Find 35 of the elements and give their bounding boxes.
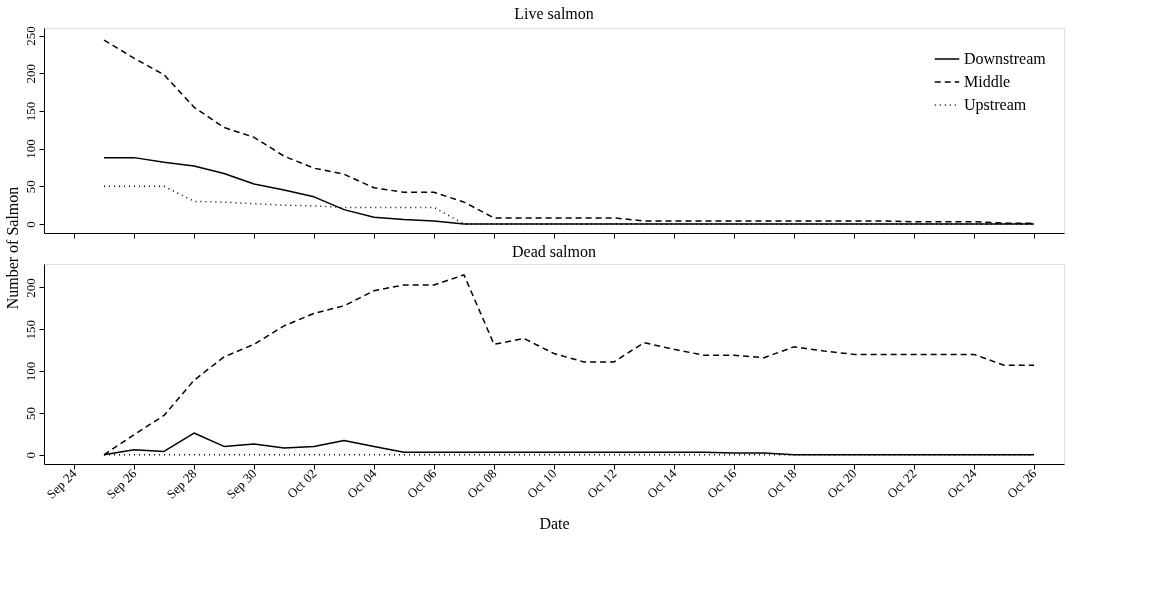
y-tick-label: 0 [22,452,38,459]
y-tick-label: 200 [22,278,38,298]
x-tick-label: Oct 22 [884,465,920,502]
y-axis-title: Number of Salmon [4,186,21,310]
y-tick-label: 250 [22,26,38,46]
legend-label: Downstream [964,50,1047,67]
x-tick-label: Oct 10 [524,465,560,502]
chart-title: Live salmon [514,4,594,22]
x-tick-label: Oct 14 [644,465,680,502]
x-tick-label: Sep 28 [163,465,200,502]
chart-title: Dead salmon [512,243,596,260]
y-tick-label: 100 [22,139,38,159]
legend-label: Upstream [964,96,1027,114]
x-tick-label: Sep 26 [103,465,140,502]
x-tick-label: Oct 18 [764,465,800,502]
x-tick-label: Oct 16 [704,465,740,502]
x-tick-label: Oct 08 [464,465,500,502]
x-tick-label: Oct 20 [824,465,860,502]
x-tick-label: Oct 26 [1004,465,1040,502]
y-tick-label: 50 [22,406,38,420]
y-tick-label: 150 [22,101,38,122]
y-tick-label: 150 [22,320,38,340]
y-tick-label: 200 [22,63,38,84]
x-tick-label: Oct 24 [944,465,980,502]
y-tick-label: 100 [22,361,38,382]
legend-label: Middle [964,73,1011,90]
x-tick-label: Oct 06 [404,465,440,502]
x-tick-label: Oct 02 [284,465,320,502]
y-tick-label: 0 [22,221,38,228]
x-tick-label: Oct 04 [344,465,380,502]
x-tick-label: Sep 30 [223,465,260,502]
y-tick-label: 50 [22,180,38,194]
x-tick-label: Oct 12 [584,465,620,502]
x-axis-title: Date [539,514,570,532]
x-tick-label: Sep 24 [43,465,80,502]
